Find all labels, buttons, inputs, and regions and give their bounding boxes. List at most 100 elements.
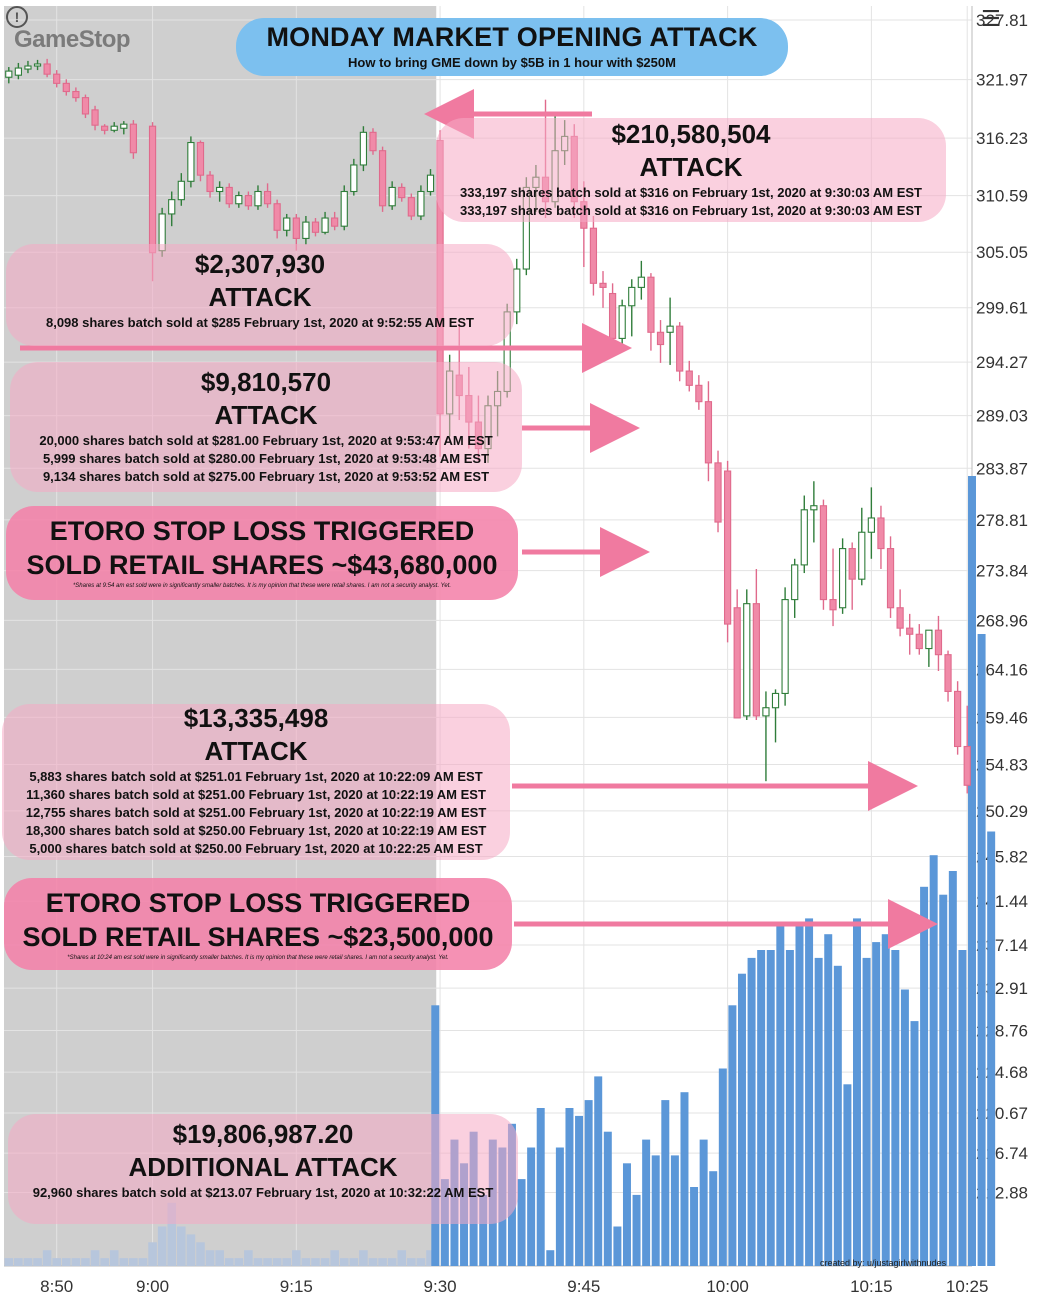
volume-bar (747, 957, 756, 1266)
premarket-candle-body (62, 82, 70, 93)
candle-body (723, 470, 732, 625)
candle-body (877, 517, 885, 550)
candle-body (752, 603, 760, 717)
y-tick-label: 289.03 (976, 407, 1028, 426)
volume-bar-premarket (52, 1258, 62, 1266)
annotation-attack-4: $13,335,498 ATTACK 5,883 shares batch so… (2, 703, 510, 860)
volume-bar-premarket (263, 1258, 272, 1266)
candle-body (637, 276, 645, 288)
volume-bar (977, 634, 986, 1266)
candle-body (714, 462, 722, 523)
candle-body (925, 629, 933, 650)
volume-bar (728, 1005, 737, 1266)
premarket-candle-body (72, 90, 80, 99)
candle-body (906, 627, 914, 635)
y-tick-label: 250.29 (976, 802, 1028, 821)
candle-body (915, 633, 923, 650)
y-tick-label: 254.83 (976, 756, 1028, 775)
annotation-attack-1: $210,580,504 ATTACK 333,197 shares batch… (436, 118, 946, 222)
volume-bar-premarket (244, 1250, 253, 1266)
candle-body (858, 531, 866, 580)
annotation-note: *Shares at 10:24 am est sold were in sig… (67, 955, 449, 961)
x-tick-label: 10:15 (850, 1277, 893, 1296)
annotation-line: 8,098 shares batch sold at $285 February… (45, 315, 474, 330)
volume-bar (546, 1250, 555, 1266)
candle-body (867, 517, 875, 533)
volume-bar-premarket (138, 1258, 148, 1266)
candle-body (934, 629, 943, 656)
annotation-line: 20,000 shares batch sold at $281.00 Febr… (39, 433, 493, 448)
volume-bar-premarket (282, 1258, 292, 1266)
candle-body (819, 505, 828, 601)
volume-bar-premarket (359, 1250, 368, 1266)
x-tick-label: 8:50 (40, 1277, 73, 1296)
premarket-candle-body (350, 164, 358, 193)
volume-bar-premarket (368, 1258, 378, 1266)
candle-body (733, 607, 741, 719)
volume-bar (642, 1139, 651, 1266)
gamestop-logo: GameStop (14, 26, 131, 53)
annotation-heading: ETORO STOP LOSS TRIGGERED (49, 516, 475, 546)
volume-bar (622, 1163, 631, 1266)
premarket-candle-body (388, 186, 396, 207)
volume-bar (900, 989, 909, 1266)
premarket-candle-body (187, 141, 195, 182)
x-tick-label: 10:25 (946, 1277, 989, 1296)
annotation-stop-loss-2: ETORO STOP LOSS TRIGGERED SOLD RETAIL SH… (4, 878, 512, 970)
premarket-candle-body (311, 221, 320, 233)
annotation-line: 333,197 shares batch sold at $316 on Feb… (460, 203, 922, 218)
annotation-line: 5,999 shares batch sold at $280.00 Febru… (42, 451, 490, 466)
volume-bar (891, 950, 900, 1266)
premarket-candle-body (235, 195, 243, 205)
candle-body (954, 690, 962, 748)
premarket-candle-body (5, 70, 13, 78)
volume-bar-premarket (416, 1258, 426, 1266)
volume-bar-premarket (224, 1258, 234, 1266)
premarket-candle-body (292, 217, 300, 239)
candle-body (666, 325, 674, 333)
candle-body (886, 548, 895, 609)
volume-bar (852, 918, 861, 1266)
annotation-heading: SOLD RETAIL SHARES ~$43,680,000 (26, 550, 498, 580)
volume-bar-premarket (42, 1250, 52, 1266)
y-tick-label: 264.16 (976, 660, 1028, 679)
volume-bar-premarket (100, 1258, 109, 1266)
volume-bar (479, 1194, 488, 1266)
volume-bar-premarket (157, 1226, 167, 1266)
premarket-candle-body (407, 197, 415, 217)
candle-body (599, 282, 607, 288)
volume-bar-premarket (253, 1258, 263, 1266)
candle-body (513, 268, 521, 313)
volume-bar-premarket (426, 1250, 435, 1266)
premarket-candle-body (302, 221, 310, 239)
candle-body (618, 305, 626, 339)
volume-bar (670, 1155, 679, 1266)
volume-bar (632, 1194, 641, 1266)
volume-bar-premarket (23, 1258, 33, 1266)
candle-body (695, 384, 703, 403)
menu-icon[interactable]: ☰ (981, 6, 1001, 31)
premarket-shade (4, 6, 437, 1266)
volume-bar-premarket (234, 1258, 244, 1266)
volume-bar (536, 1108, 545, 1266)
volume-bar-premarket (62, 1258, 71, 1266)
premarket-candle-body (321, 217, 329, 233)
candle-body (800, 509, 808, 566)
volume-bar (555, 1147, 564, 1266)
premarket-candle-body (378, 150, 387, 207)
candle-body (810, 505, 818, 511)
volume-bar-premarket (349, 1258, 359, 1266)
annotation-label: ATTACK (214, 400, 318, 430)
volume-bar (718, 1068, 727, 1266)
annotation-attack-2: $2,307,930 ATTACK 8,098 shares batch sol… (6, 244, 514, 346)
premarket-candle-body (177, 180, 185, 201)
premarket-candle-body (168, 199, 176, 215)
y-tick-label: 321.97 (976, 71, 1028, 90)
premarket-candle-body (148, 125, 157, 254)
premarket-candle-body (417, 190, 425, 217)
premarket-candle-body (340, 190, 348, 227)
x-tick-label: 9:15 (280, 1277, 313, 1296)
volume-bar (958, 950, 967, 1266)
credit-text: created by: u/justagirlwithnudes (820, 1258, 947, 1268)
